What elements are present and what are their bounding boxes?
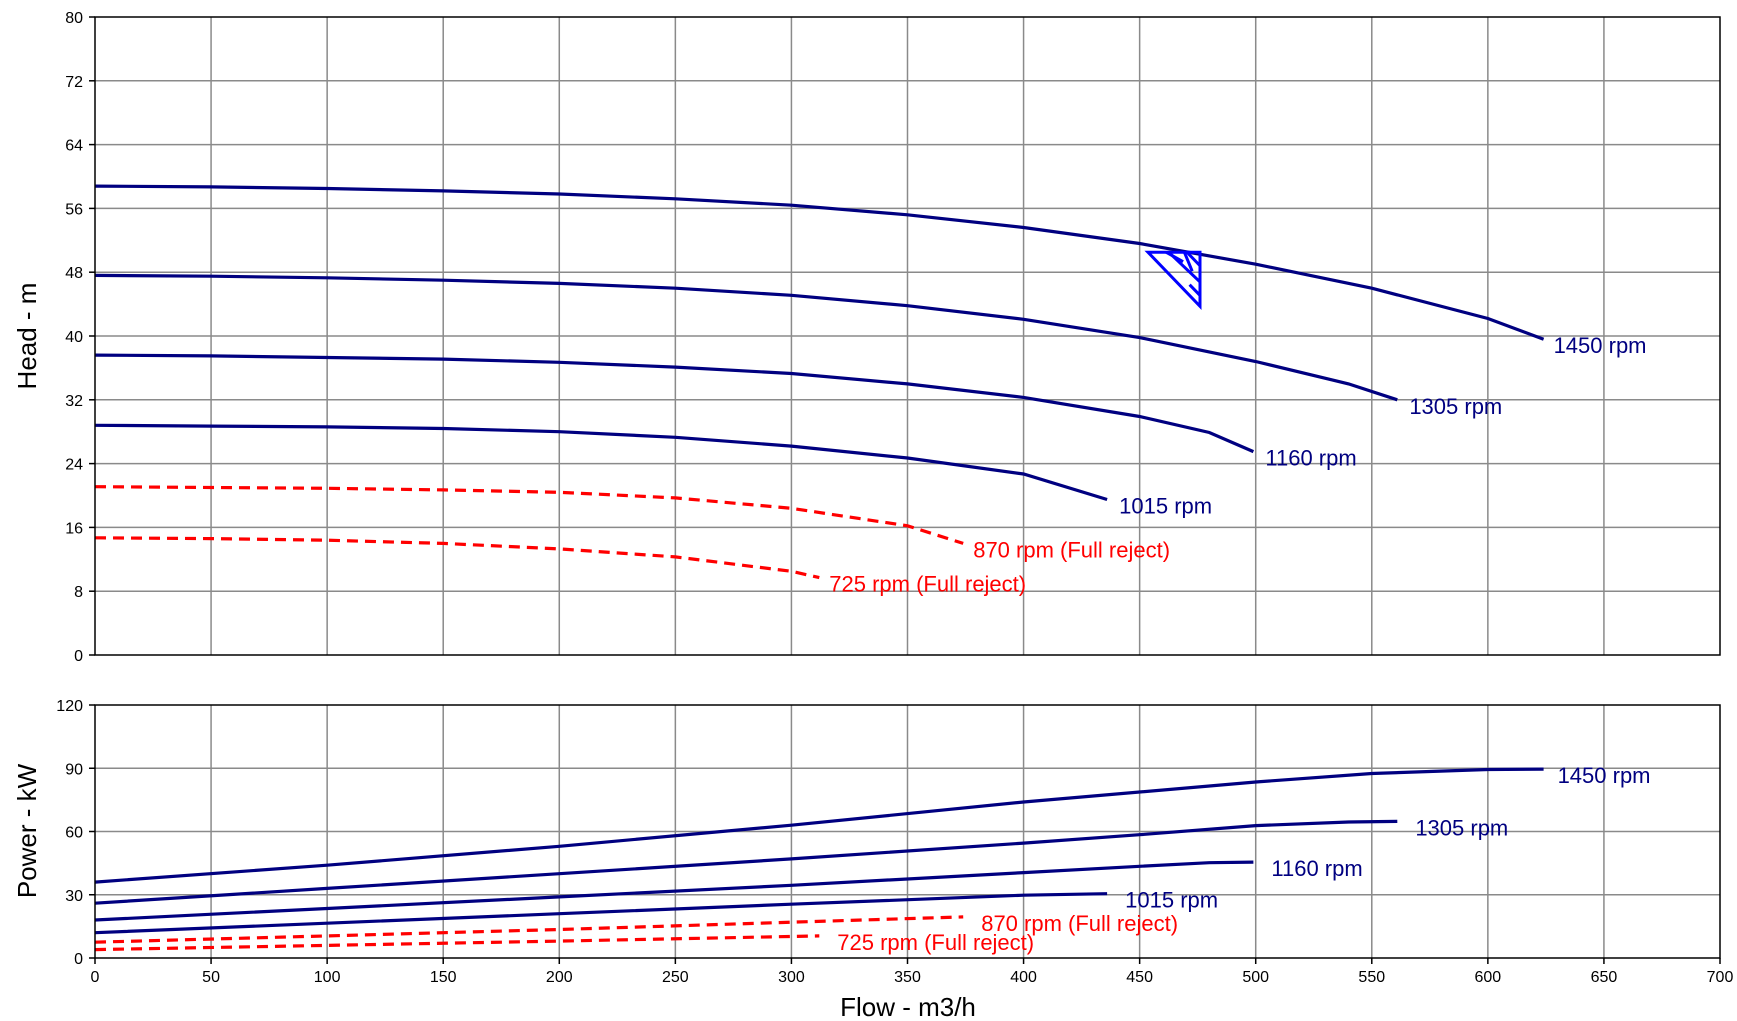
head-y-tick-label: 56	[65, 201, 83, 218]
x-tick-label: 350	[894, 969, 921, 986]
head-curve-labels: 1450 rpm 1305 rpm 1160 rpm 1015 rpm 870 rpm …	[829, 333, 1646, 596]
power-y-tick-labels: 0 30 60 90 120	[56, 698, 95, 968]
head-y-tick-label: 40	[65, 329, 83, 346]
duty-point-hatch	[1167, 251, 1202, 284]
x-tick-labels: 0 50 100 150 200 250 300 350 400 450 500 550 600 650 7…	[91, 958, 1734, 986]
head-duty-point	[1144, 250, 1202, 310]
power-y-tick-label: 120	[56, 698, 83, 715]
power-curve-870	[94, 915, 964, 944]
head-y-tick-label: 0	[74, 648, 83, 665]
x-tick-label: 650	[1591, 969, 1618, 986]
duty-point-triangle	[1144, 250, 1202, 310]
duty-point-hatch	[1188, 283, 1202, 297]
head-curve-725	[94, 536, 820, 580]
power-plot-frame	[94, 704, 1721, 959]
x-tick-label: 200	[546, 969, 573, 986]
head-y-tick-label: 32	[65, 393, 83, 410]
head-y-tick-label: 72	[65, 74, 83, 91]
power-curve-label: 725 rpm (Full reject)	[837, 930, 1034, 955]
power-curve-label: 1450 rpm	[1558, 763, 1651, 788]
head-curve-1305	[94, 273, 1398, 402]
power-curve-label: 1015 rpm	[1125, 888, 1218, 913]
head-curve-1160	[94, 353, 1255, 454]
head-grid	[95, 17, 1720, 655]
x-tick-label: 450	[1126, 969, 1153, 986]
power-curve-label: 1160 rpm	[1271, 856, 1362, 881]
head-y-tick-label: 48	[65, 265, 83, 282]
x-tick-label: 500	[1242, 969, 1269, 986]
x-tick-label: 150	[430, 969, 457, 986]
x-axis-title: Flow - m3/h	[840, 992, 976, 1021]
power-curve-label: 870 rpm (Full reject)	[981, 911, 1178, 936]
head-y-tick-labels: 0 8 16 24 32 40 48 56 64 72 80	[65, 10, 95, 665]
duty-point-hatch	[1185, 251, 1202, 267]
x-tick-label: 600	[1475, 969, 1502, 986]
x-tick-label: 700	[1707, 969, 1734, 986]
head-curves	[94, 184, 1545, 580]
power-y-axis-title: Power - kW	[12, 763, 42, 898]
power-curves	[94, 767, 1544, 952]
power-y-tick-label: 30	[65, 888, 83, 905]
power-curve-1305	[94, 819, 1398, 905]
head-panel: 1450 rpm 1305 rpm 1160 rpm 1015 rpm 870 rpm …	[12, 10, 1721, 665]
power-curve-1015	[94, 892, 1108, 935]
power-curve-label: 1305 rpm	[1415, 815, 1508, 840]
x-tick-label: 300	[778, 969, 805, 986]
head-curve-label: 1160 rpm	[1265, 446, 1356, 471]
power-curve-1450	[94, 767, 1544, 884]
head-curve-label: 725 rpm (Full reject)	[829, 572, 1026, 597]
x-tick-label: 250	[662, 969, 689, 986]
power-y-tick-label: 90	[65, 761, 83, 778]
x-tick-label: 100	[314, 969, 341, 986]
power-y-tick-label: 0	[74, 951, 83, 968]
head-curve-1015	[94, 423, 1108, 502]
head-curve-label: 1015 rpm	[1119, 493, 1212, 518]
head-y-tick-label: 80	[65, 10, 83, 27]
power-curve-1160	[94, 860, 1254, 922]
power-curve-725	[94, 934, 820, 952]
x-tick-label: 0	[91, 969, 100, 986]
x-tick-label: 50	[202, 969, 220, 986]
head-curve-label: 1305 rpm	[1409, 394, 1502, 419]
head-y-tick-label: 8	[74, 584, 83, 601]
head-y-tick-label: 24	[65, 457, 83, 474]
head-curve-1450	[94, 184, 1545, 341]
x-tick-label: 550	[1358, 969, 1385, 986]
head-plot-frame	[94, 16, 1721, 656]
power-y-tick-label: 60	[65, 825, 83, 842]
head-curve-870	[94, 485, 964, 545]
head-curve-label: 870 rpm (Full reject)	[973, 537, 1170, 562]
head-curve-label: 1450 rpm	[1554, 333, 1647, 358]
head-y-tick-label: 64	[65, 138, 83, 155]
head-y-axis-title: Head - m	[12, 283, 42, 390]
head-y-tick-label: 16	[65, 520, 83, 537]
x-tick-label: 400	[1010, 969, 1037, 986]
duty-point-hatch	[1183, 251, 1194, 272]
